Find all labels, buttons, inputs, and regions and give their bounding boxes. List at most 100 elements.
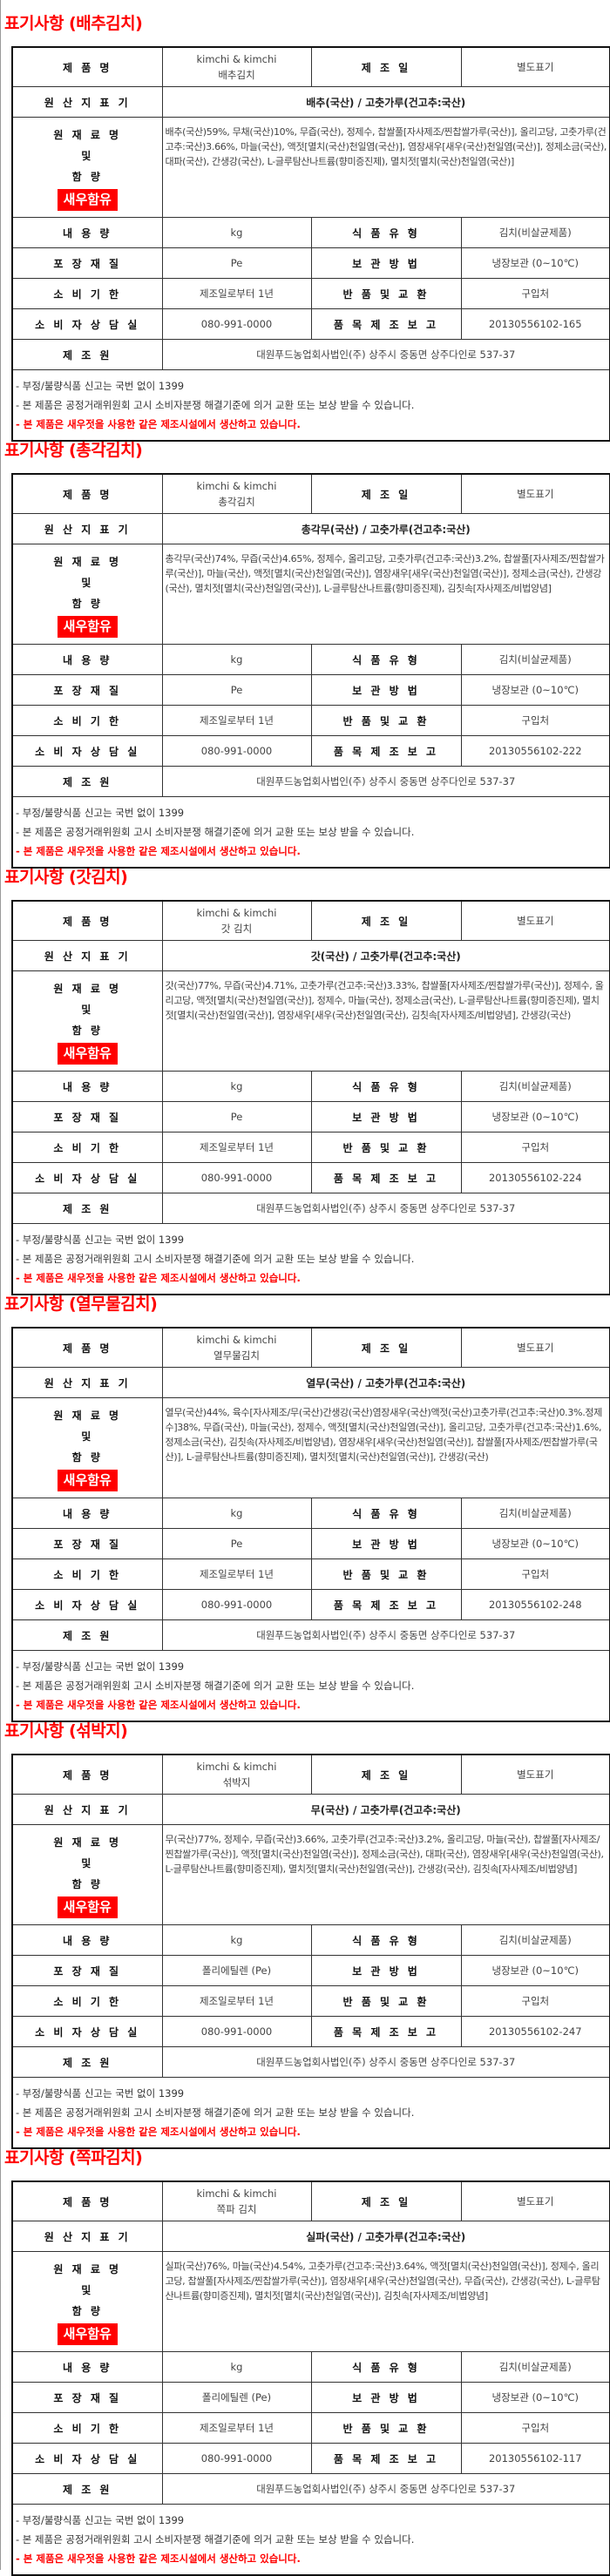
note-report: - 부정/불량식품 신고는 국번 없이 1399 [16, 807, 185, 819]
note-exchange: - 본 제품은 공정거래위원회 고시 소비자분쟁 해결기준에 의거 교환 또는 … [16, 826, 415, 838]
shrimp-badge: 새우함유 [57, 1469, 118, 1491]
food-type-label: 식 품 유 형 [310, 1924, 462, 1956]
storage-label: 보 관 방 법 [310, 2382, 462, 2413]
notes: - 부정/불량식품 신고는 국번 없이 1399 - 본 제품은 공정거래위원회… [11, 1223, 610, 1295]
report-no-value: 20130556102-222 [460, 735, 610, 767]
row-volume: 내 용 량 kg 식 품 유 형 김치(비살균제품) [11, 2351, 610, 2383]
note-report: - 부정/불량식품 신고는 국번 없이 1399 [16, 1234, 185, 1246]
label-section: 표기사항 (배추김치) 제 품 명 kimchi & kimchi 배추김치 제… [1, 0, 610, 442]
manufacturer-label: 제 조 원 [11, 1619, 163, 1651]
returns-value: 구입처 [460, 1985, 610, 2017]
expiry-label: 소 비 기 한 [11, 1132, 163, 1163]
mfg-date-label: 제 조 일 [310, 46, 462, 87]
manufacturer-value: 대원푸드농업회사법인(주) 상주시 중동면 상주다인로 537-37 [161, 1619, 610, 1651]
manufacturer-label: 제 조 원 [11, 2473, 163, 2505]
section-title: 표기사항 (쪽파김치) [4, 2148, 143, 2167]
label-table: 제 품 명 kimchi & kimchi 배추김치 제 조 일 별도표기 원 … [11, 46, 610, 442]
ingredients-label-1: 원 재 료 명 [53, 1836, 122, 1849]
food-type-label: 식 품 유 형 [310, 2351, 462, 2383]
origin-value: 배추(국산) / 고춧가루(건고추:국산) [161, 86, 610, 118]
row-origin: 원 산 지 표 기 실파(국산) / 고춧가루(건고추:국산) [11, 2221, 610, 2252]
expiry-label: 소 비 기 한 [11, 1558, 163, 1590]
consumer-center-label: 소 비 자 상 담 실 [11, 735, 163, 767]
product-name-label: 제 품 명 [11, 473, 163, 514]
expiry-value: 제조일로부터 1년 [161, 1558, 312, 1590]
row-packaging: 포 장 재 질 폴리에틸렌 (Pe) 보 관 방 법 냉장보관 (0~10℃) [11, 2382, 610, 2413]
row-expiry: 소 비 기 한 제조일로부터 1년 반 품 및 교 환 구입처 [11, 278, 610, 309]
storage-label: 보 관 방 법 [310, 674, 462, 706]
row-volume: 내 용 량 kg 식 품 유 형 김치(비살균제품) [11, 1071, 610, 1102]
row-notes: - 부정/불량식품 신고는 국번 없이 1399 - 본 제품은 공정거래위원회… [11, 796, 610, 869]
ingredients-label: 원 재 료 명 및 함 량 새우함유 [11, 1824, 163, 1925]
storage-label: 보 관 방 법 [310, 247, 462, 279]
ingredients-label-3: 함 량 [71, 597, 103, 610]
expiry-value: 제조일로부터 1년 [161, 1985, 312, 2017]
note-report: - 부정/불량식품 신고는 국번 없이 1399 [16, 1660, 185, 1673]
storage-value: 냉장보관 (0~10℃) [460, 1101, 610, 1132]
row-consumer: 소 비 자 상 담 실 080-991-0000 품 목 제 조 보 고 201… [11, 2016, 610, 2047]
storage-value: 냉장보관 (0~10℃) [460, 674, 610, 706]
brand-name: kimchi & kimchi [196, 2187, 277, 2200]
row-consumer: 소 비 자 상 담 실 080-991-0000 품 목 제 조 보 고 201… [11, 308, 610, 340]
brand-name: kimchi & kimchi [196, 1761, 277, 1773]
report-no-value: 20130556102-248 [460, 1589, 610, 1620]
row-volume: 내 용 량 kg 식 품 유 형 김치(비살균제품) [11, 1498, 610, 1529]
packaging-label: 포 장 재 질 [11, 1101, 163, 1132]
expiry-value: 제조일로부터 1년 [161, 2412, 312, 2444]
consumer-center-value: 080-991-0000 [161, 1589, 312, 1620]
returns-label: 반 품 및 교 환 [310, 1558, 462, 1590]
packaging-label: 포 장 재 질 [11, 1528, 163, 1559]
report-no-value: 20130556102-247 [460, 2016, 610, 2047]
packaging-value: Pe [161, 1528, 312, 1559]
row-notes: - 부정/불량식품 신고는 국번 없이 1399 - 본 제품은 공정거래위원회… [11, 1223, 610, 1295]
row-ingredients: 원 재 료 명 및 함 량 새우함유 열무(국산)44%, 육수[자사제조/무(… [11, 1397, 610, 1498]
section-title: 표기사항 (갓김치) [4, 868, 128, 887]
brand-name: kimchi & kimchi [196, 53, 277, 65]
food-type-value: 김치(비살균제품) [460, 2351, 610, 2383]
ingredients-label-3: 함 량 [71, 170, 103, 183]
report-no-label: 품 목 제 조 보 고 [310, 2443, 462, 2474]
report-no-label: 품 목 제 조 보 고 [310, 308, 462, 340]
consumer-center-label: 소 비 자 상 담 실 [11, 308, 163, 340]
manufacturer-label: 제 조 원 [11, 2046, 163, 2078]
shrimp-badge: 새우함유 [57, 188, 118, 211]
manufacturer-value: 대원푸드농업회사법인(주) 상주시 중동면 상주다인로 537-37 [161, 2046, 610, 2078]
storage-value: 냉장보관 (0~10℃) [460, 2382, 610, 2413]
row-ingredients: 원 재 료 명 및 함 량 새우함유 무(국산)77%, 정제수, 무즙(국산)… [11, 1824, 610, 1925]
consumer-center-label: 소 비 자 상 담 실 [11, 2016, 163, 2047]
mfg-date-value: 별도표기 [460, 2180, 610, 2221]
note-allergen: - 본 제품은 새우젓을 사용한 같은 제조시설에서 생산하고 있습니다. [16, 1272, 301, 1284]
ingredients-label-3: 함 량 [71, 1450, 103, 1464]
volume-label: 내 용 량 [11, 217, 163, 248]
ingredients-label-2: 및 [81, 1003, 94, 1016]
row-origin: 원 산 지 표 기 열무(국산) / 고춧가루(건고추:국산) [11, 1367, 610, 1398]
ingredients-value: 실파(국산)76%, 마늘(국산)4.54%, 고춧가루(건고추:국산)3.64… [161, 2251, 610, 2352]
origin-label: 원 산 지 표 기 [11, 940, 163, 971]
volume-value: kg [161, 217, 312, 248]
row-consumer: 소 비 자 상 담 실 080-991-0000 품 목 제 조 보 고 201… [11, 2443, 610, 2474]
packaging-label: 포 장 재 질 [11, 674, 163, 706]
label-table: 제 품 명 kimchi & kimchi 쪽파 김치 제 조 일 별도표기 원… [11, 2180, 610, 2576]
food-type-value: 김치(비살균제품) [460, 644, 610, 675]
label-table: 제 품 명 kimchi & kimchi 섞박지 제 조 일 별도표기 원 산… [11, 1754, 610, 2149]
row-consumer: 소 비 자 상 담 실 080-991-0000 품 목 제 조 보 고 201… [11, 735, 610, 767]
product-name-value: kimchi & kimchi 섞박지 [161, 1754, 312, 1795]
note-allergen: - 본 제품은 새우젓을 사용한 같은 제조시설에서 생산하고 있습니다. [16, 2552, 301, 2565]
row-ingredients: 원 재 료 명 및 함 량 새우함유 총각무(국산)74%, 무즙(국산)4.6… [11, 544, 610, 645]
volume-label: 내 용 량 [11, 2351, 163, 2383]
ingredients-label-1: 원 재 료 명 [53, 555, 122, 568]
label-section: 표기사항 (섞박지) 제 품 명 kimchi & kimchi 섞박지 제 조… [1, 1707, 610, 2149]
row-expiry: 소 비 기 한 제조일로부터 1년 반 품 및 교 환 구입처 [11, 1558, 610, 1590]
origin-value: 갓(국산) / 고춧가루(건고추:국산) [161, 940, 610, 971]
storage-value: 냉장보관 (0~10℃) [460, 1955, 610, 1986]
origin-label: 원 산 지 표 기 [11, 2221, 163, 2252]
food-type-label: 식 품 유 형 [310, 217, 462, 248]
row-manufacturer: 제 조 원 대원푸드농업회사법인(주) 상주시 중동면 상주다인로 537-37 [11, 2473, 610, 2505]
product-name: 갓 김치 [220, 923, 253, 935]
label-table: 제 품 명 kimchi & kimchi 열무물김치 제 조 일 별도표기 원… [11, 1327, 610, 1722]
consumer-center-value: 080-991-0000 [161, 735, 312, 767]
ingredients-label-2: 및 [81, 2283, 94, 2296]
storage-label: 보 관 방 법 [310, 1528, 462, 1559]
mfg-date-value: 별도표기 [460, 1327, 610, 1368]
